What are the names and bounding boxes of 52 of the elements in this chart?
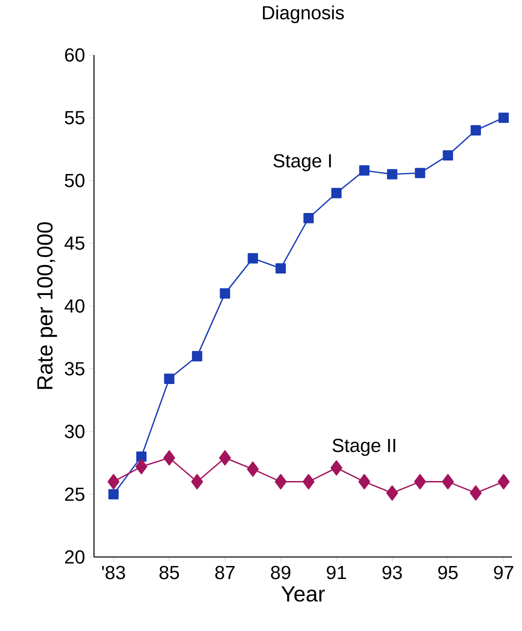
y-tick-label: 50	[64, 174, 84, 188]
x-tick-label: 95	[438, 566, 458, 580]
point	[108, 489, 119, 500]
y-tick-label: 20	[65, 550, 84, 564]
point	[470, 125, 481, 136]
point	[191, 474, 204, 490]
x-tick-label: 91	[326, 566, 346, 580]
x-tick-label: 97	[494, 566, 514, 580]
y-axis-title: Rate per 100,000	[37, 222, 57, 389]
x-tick-label: '83	[102, 566, 125, 580]
point	[136, 451, 147, 462]
point	[386, 485, 398, 501]
x-tick-label: 89	[271, 566, 290, 580]
point	[498, 474, 510, 490]
point	[470, 485, 482, 501]
point	[163, 450, 176, 466]
point	[302, 474, 314, 490]
x-axis-title: Year	[281, 586, 325, 602]
point	[164, 374, 174, 384]
point	[108, 474, 120, 490]
y-tick-label: 60	[65, 48, 84, 62]
y-tick-label: 30	[64, 424, 84, 438]
x-tick-label: 93	[382, 566, 402, 580]
y-tick-label: 45	[64, 236, 84, 250]
chart-title: Diagnosis	[262, 6, 344, 24]
point	[330, 460, 342, 476]
point	[135, 458, 148, 474]
point	[358, 474, 370, 490]
point	[276, 263, 286, 274]
x-tick-label: 85	[160, 566, 179, 580]
point	[219, 450, 231, 466]
point	[274, 474, 287, 490]
y-tick-label: 55	[64, 111, 84, 124]
point	[414, 168, 426, 178]
point	[331, 188, 342, 198]
point	[414, 474, 426, 490]
point	[498, 112, 509, 123]
point	[442, 474, 454, 490]
x-tick-label: 87	[215, 566, 235, 580]
point	[442, 150, 454, 161]
y-tick-label: 40	[64, 299, 84, 313]
y-tick-label: 35	[64, 362, 84, 376]
point	[387, 169, 398, 180]
point	[192, 351, 202, 362]
point	[359, 165, 370, 176]
y-tick-label: 25	[65, 488, 84, 501]
series-label: Stage I	[273, 154, 331, 172]
point	[220, 288, 230, 299]
series-label: Stage II	[332, 438, 396, 456]
point	[303, 212, 314, 224]
point	[246, 462, 259, 477]
point	[248, 253, 258, 264]
